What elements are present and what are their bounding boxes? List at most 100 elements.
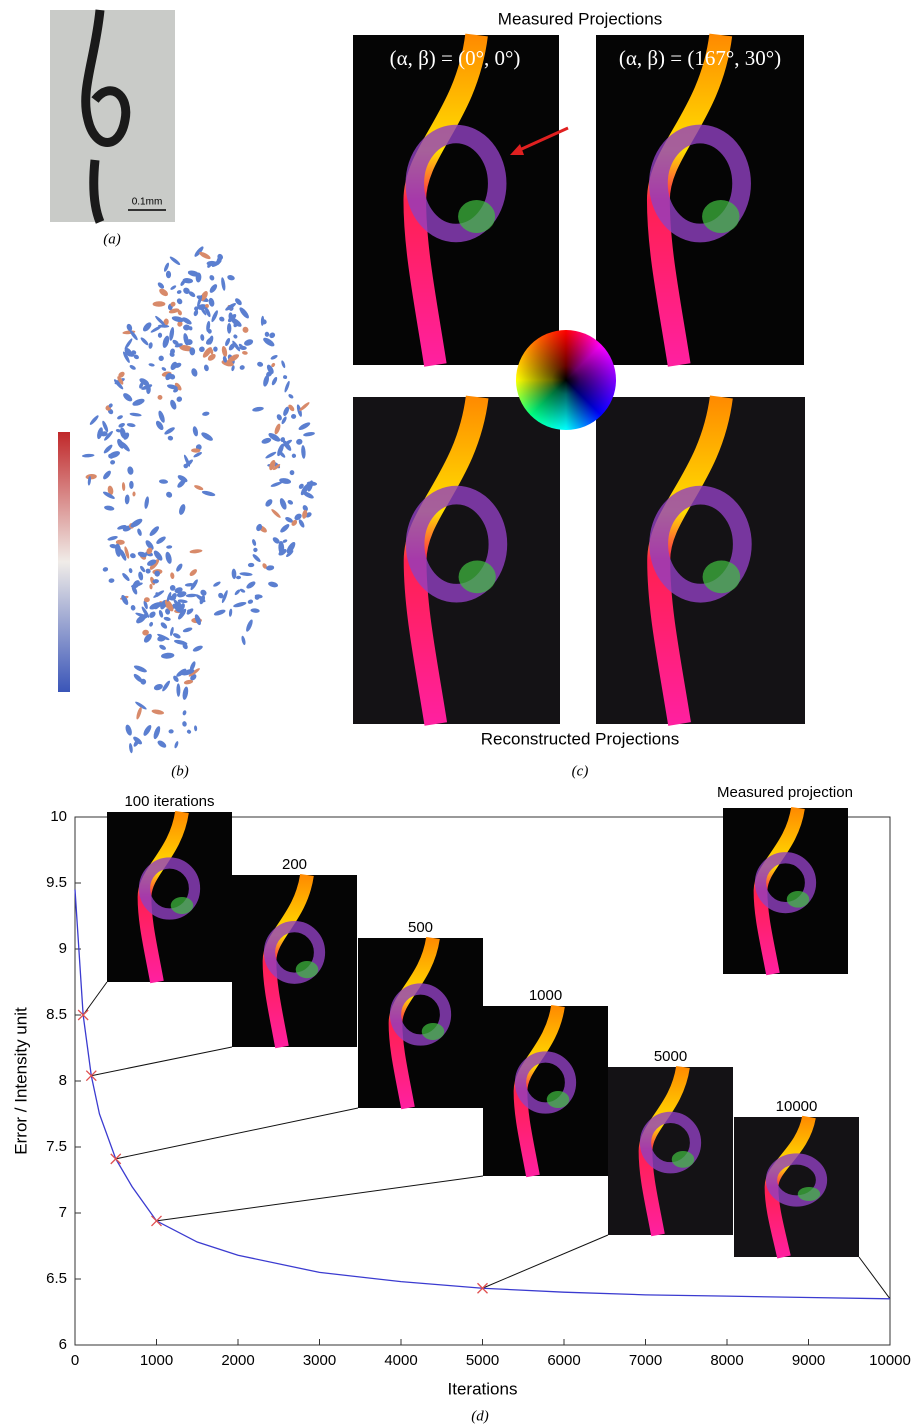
glyph (208, 297, 215, 307)
glyph (289, 470, 295, 476)
glyph (183, 463, 188, 469)
loop-part (458, 200, 496, 233)
glyph (206, 320, 211, 332)
glyph (124, 494, 130, 505)
glyph (178, 608, 187, 620)
glyph (281, 416, 287, 425)
glyph (166, 592, 172, 602)
glyph (154, 570, 161, 577)
glyph (148, 363, 155, 367)
glyph (254, 594, 263, 599)
thumbnail-label: 500 (408, 919, 433, 936)
glyph (252, 554, 261, 563)
glyph (153, 590, 165, 598)
glyph (128, 568, 133, 574)
glyph (163, 262, 170, 272)
glyph (149, 526, 160, 536)
glyph (283, 406, 290, 416)
glyph (85, 473, 97, 480)
glyph (163, 616, 171, 621)
panel-label: (d) (471, 1408, 489, 1424)
glyph (189, 569, 198, 577)
glyph (199, 251, 211, 260)
glyph (136, 706, 142, 720)
glyph (213, 581, 221, 587)
glyph (172, 633, 181, 639)
glyph (195, 272, 202, 283)
glyph (170, 285, 177, 290)
x-axis-label: Iterations (448, 1379, 518, 1398)
glyph (272, 537, 280, 544)
glyph (286, 541, 296, 554)
glyph (174, 343, 183, 348)
glyph (133, 673, 143, 683)
glyph (132, 398, 145, 406)
glyph (133, 665, 147, 673)
thumbnail-label: 200 (282, 856, 307, 873)
glyph (268, 581, 279, 588)
glyph (288, 394, 294, 399)
glyph (187, 609, 192, 614)
marker (477, 1282, 488, 1294)
glyph (141, 384, 153, 390)
glyph (244, 339, 254, 346)
loop-part (458, 560, 496, 594)
glyph (282, 539, 288, 543)
glyph (169, 256, 181, 266)
glyph (144, 496, 149, 509)
glyph (280, 524, 290, 533)
glyph (269, 332, 276, 339)
glyph (184, 583, 195, 587)
glyph (225, 303, 236, 311)
colorbar (58, 432, 70, 692)
thumbnail-label: 100 iterations (124, 793, 214, 810)
glyph (161, 367, 167, 371)
glyph (117, 376, 124, 385)
glyph (150, 325, 162, 333)
error-line (74, 889, 891, 1300)
glyph (246, 581, 256, 589)
x-tick-label: 3000 (303, 1352, 336, 1369)
glyph (172, 339, 179, 346)
glyph (115, 543, 122, 557)
glyph (239, 307, 249, 319)
glyph (263, 337, 275, 347)
glyph (233, 334, 238, 339)
glyph (158, 355, 164, 361)
glyph (146, 547, 153, 555)
glyph (252, 539, 257, 546)
glyph (100, 431, 108, 437)
x-tick-label: 1000 (140, 1352, 173, 1369)
glyph (132, 491, 136, 497)
y-axis-label: Error / Intensity unit (11, 1007, 30, 1155)
glyph (102, 567, 109, 572)
glyph (278, 549, 287, 556)
glyph (287, 499, 294, 505)
y-tick-label: 9.5 (46, 874, 67, 891)
glyph (165, 608, 171, 615)
loop (639, 1111, 702, 1174)
glyph (117, 524, 127, 530)
glyph (242, 351, 248, 355)
glyph (174, 587, 183, 594)
glyph (194, 725, 198, 732)
glyph (126, 423, 136, 428)
glyph (302, 509, 308, 519)
glyph (205, 337, 214, 345)
glyph (193, 452, 202, 458)
glyph (197, 294, 203, 307)
glyph (130, 553, 136, 559)
marker (110, 1153, 122, 1165)
glyph (170, 399, 177, 410)
glyph (235, 298, 242, 306)
glyph (181, 669, 195, 676)
glyph (296, 438, 303, 445)
glyph (152, 301, 166, 307)
glyph (119, 549, 127, 561)
x-tick-label: 4000 (384, 1352, 417, 1369)
glyph (159, 288, 169, 297)
glyph (189, 347, 196, 356)
thumbnail-label: 5000 (654, 1048, 687, 1065)
glyph (140, 678, 147, 685)
glyph (185, 593, 198, 598)
